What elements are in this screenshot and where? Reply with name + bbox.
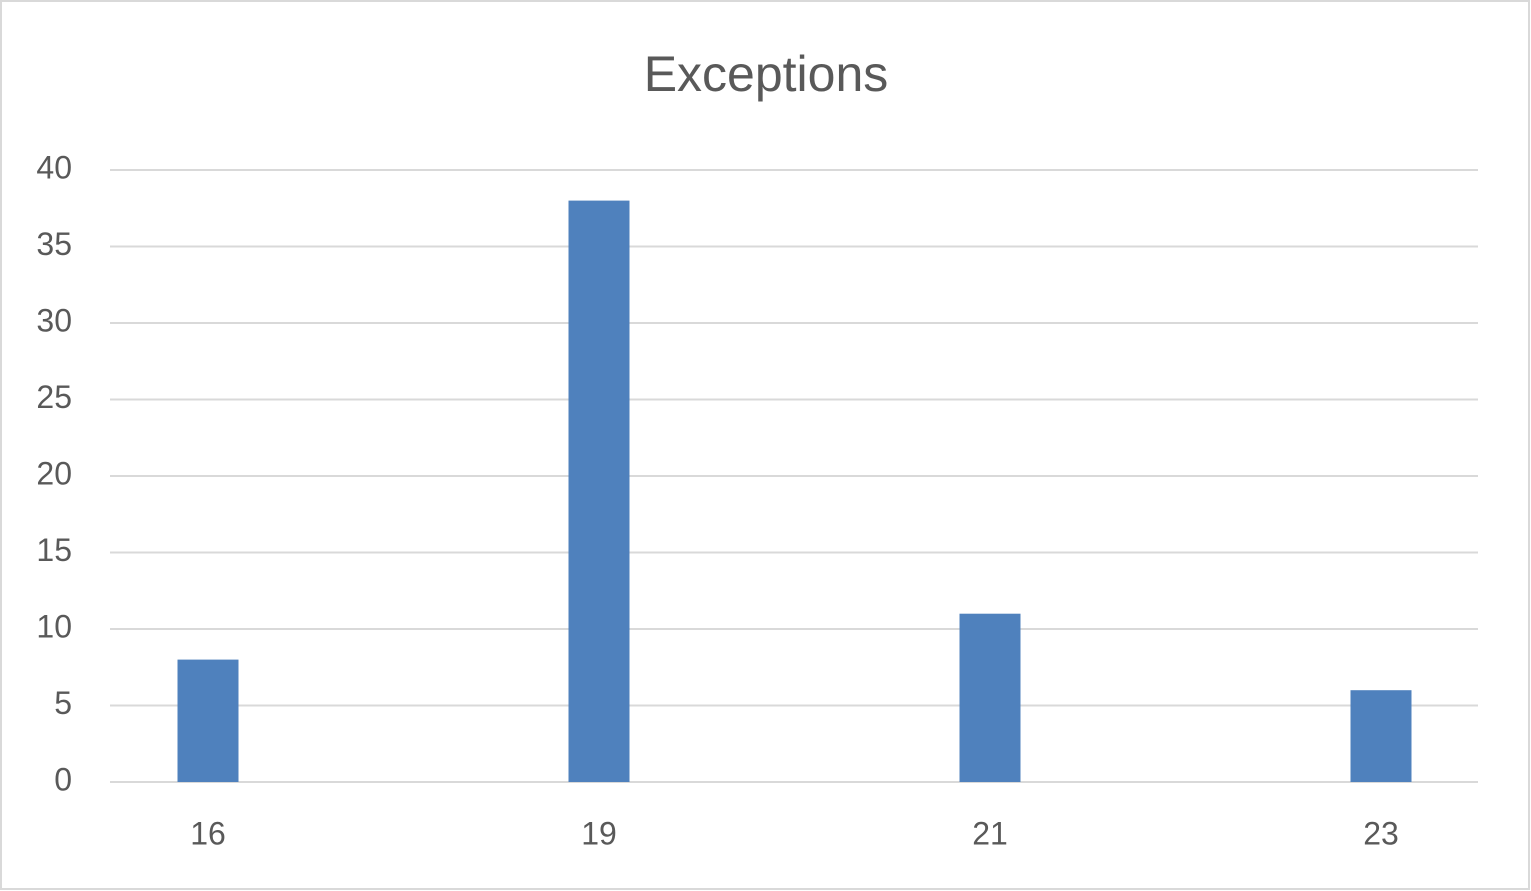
bar: [568, 200, 630, 783]
y-tick-label: 40: [36, 149, 72, 185]
x-tick-label: 23: [1363, 815, 1399, 851]
x-tick-label: 16: [190, 815, 226, 851]
x-tick-label: 19: [581, 815, 617, 851]
chart-title: Exceptions: [644, 46, 889, 102]
y-tick-label: 20: [36, 455, 72, 491]
y-tick-label: 0: [54, 761, 72, 797]
y-tick-label: 10: [36, 608, 72, 644]
bar: [959, 613, 1021, 782]
bar: [177, 659, 239, 782]
y-tick-label: 30: [36, 302, 72, 338]
y-tick-label: 15: [36, 532, 72, 568]
y-tick-label: 35: [36, 226, 72, 262]
bar: [1350, 690, 1412, 782]
y-tick-label: 25: [36, 379, 72, 415]
x-tick-label: 21: [972, 815, 1008, 851]
y-tick-label: 5: [54, 685, 72, 721]
